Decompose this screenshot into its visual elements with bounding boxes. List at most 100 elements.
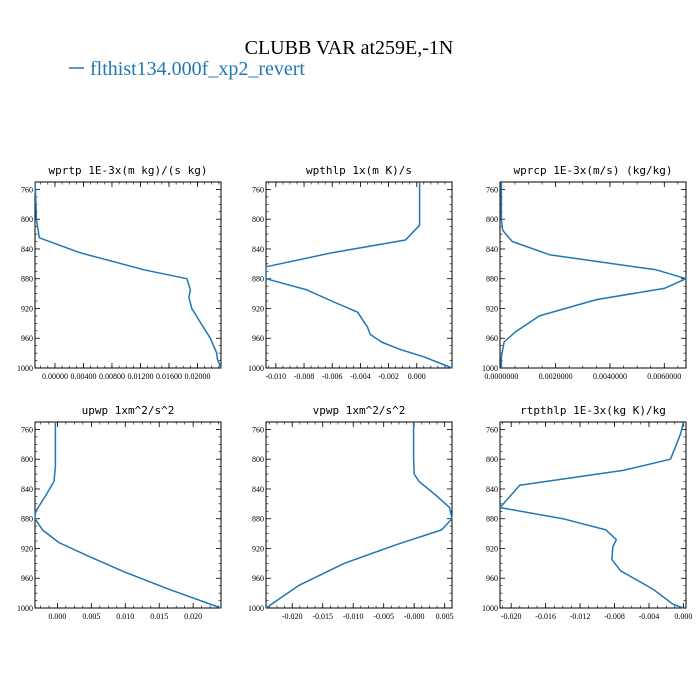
y-tick-label: 880: [21, 515, 33, 524]
series-line: [265, 422, 453, 609]
y-tick-label: 920: [21, 544, 33, 553]
y-tick-label: 960: [21, 574, 33, 583]
x-tick-label: 0.000: [48, 612, 66, 621]
x-tick-label: 0.00400: [70, 372, 96, 381]
series-line: [500, 182, 687, 368]
panel-grid: wprtp 1E-3x(m kg)/(s kg) 760 800 840 880 920 9…: [17, 164, 692, 621]
y-tick-label: 1000: [17, 364, 33, 373]
y-tick-label: 760: [486, 425, 498, 434]
y-tick-label: 920: [252, 304, 264, 313]
x-tick-label: -0.020: [501, 612, 522, 621]
x-tick-label: -0.000: [404, 612, 425, 621]
y-tick-label: 800: [252, 455, 264, 464]
x-tick-label: 0.0060000: [647, 372, 681, 381]
x-tick-label: -0.010: [343, 612, 364, 621]
plot-frame: [499, 421, 687, 609]
chart-panel: vpwp 1xm^2/s^2 760 800 840 880 920 960 1000 -0.0…: [248, 404, 454, 621]
x-tick-label: -0.012: [570, 612, 591, 621]
y-tick-label: 880: [252, 275, 264, 284]
x-tick-label: 0.005: [82, 612, 100, 621]
y-tick-label: 760: [252, 425, 264, 434]
plot-frame: [34, 421, 222, 609]
y-tick-label: 920: [21, 304, 33, 313]
y-tick-label: 800: [21, 455, 33, 464]
y-tick-label: 840: [486, 485, 498, 494]
chart-panel: rtpthlp 1E-3x(kg K)/kg 760 800 840 880 920 960…: [482, 404, 692, 621]
x-tick-label: -0.008: [604, 612, 625, 621]
x-tick-label: -0.002: [378, 372, 399, 381]
x-tick-label: -0.010: [266, 372, 287, 381]
y-tick-label: 960: [486, 574, 498, 583]
panel-title: wprcp 1E-3x(m/s) (kg/kg): [514, 164, 673, 177]
x-tick-label: 0.02000: [184, 372, 210, 381]
chart-panel: wprcp 1E-3x(m/s) (kg/kg) 760 800 840 880 920 9…: [482, 164, 687, 381]
y-tick-label: 760: [486, 185, 498, 194]
x-tick-label: 0.005: [436, 612, 454, 621]
x-tick-label: -0.006: [322, 372, 343, 381]
y-tick-label: 840: [252, 485, 264, 494]
y-tick-label: 840: [21, 485, 33, 494]
y-tick-label: 760: [21, 425, 33, 434]
y-tick-label: 920: [486, 304, 498, 313]
x-tick-label: 0.0020000: [539, 372, 573, 381]
panel-title: vpwp 1xm^2/s^2: [313, 404, 406, 417]
y-tick-label: 800: [486, 455, 498, 464]
x-tick-label: 0.000: [408, 372, 426, 381]
legend-label: flthist134.000f_xp2_revert: [90, 58, 305, 80]
y-tick-label: 800: [252, 215, 264, 224]
series-line: [499, 421, 685, 609]
y-tick-label: 1000: [482, 604, 498, 613]
panel-title: wprtp 1E-3x(m kg)/(s kg): [49, 164, 208, 177]
y-tick-label: 880: [486, 275, 498, 284]
y-tick-label: 960: [21, 334, 33, 343]
y-tick-label: 880: [486, 515, 498, 524]
y-tick-label: 960: [486, 334, 498, 343]
y-tick-label: 920: [486, 544, 498, 553]
x-tick-label: 0.00000: [42, 372, 68, 381]
x-tick-label: -0.005: [373, 612, 394, 621]
series-line: [34, 422, 222, 609]
y-tick-label: 1000: [17, 604, 33, 613]
figure-legend: flthist134.000f_xp2_revert: [69, 58, 305, 80]
x-tick-label: -0.020: [282, 612, 303, 621]
plot-frame: [265, 181, 453, 369]
y-tick-label: 1000: [482, 364, 498, 373]
x-tick-label: 0.01600: [156, 372, 182, 381]
y-tick-label: 760: [252, 185, 264, 194]
x-tick-label: 0.020: [184, 612, 202, 621]
panel-title: wpthlp 1x(m K)/s: [306, 164, 412, 177]
x-tick-label: -0.008: [294, 372, 315, 381]
x-tick-label: 0.010: [116, 612, 134, 621]
y-tick-label: 1000: [248, 604, 264, 613]
x-tick-label: 0.00800: [99, 372, 125, 381]
plot-frame: [34, 181, 222, 369]
y-tick-label: 800: [21, 215, 33, 224]
y-tick-label: 1000: [248, 364, 264, 373]
y-tick-label: 920: [252, 544, 264, 553]
y-tick-label: 960: [252, 574, 264, 583]
x-tick-label: -0.004: [639, 612, 660, 621]
x-tick-label: 0.000: [674, 612, 692, 621]
plot-frame: [499, 181, 687, 369]
figure-title: CLUBB VAR at259E,-1N: [245, 37, 454, 59]
x-tick-label: -0.004: [350, 372, 371, 381]
chart-panel: upwp 1xm^2/s^2 760 800 840 880 920 960 1000 0.00…: [17, 404, 222, 621]
y-tick-label: 840: [486, 245, 498, 254]
chart-panel: wpthlp 1x(m K)/s7608008408809209601000-0…: [248, 164, 453, 381]
series-line: [265, 182, 453, 369]
x-tick-label: 0.015: [150, 612, 168, 621]
x-tick-label: 0.0000000: [484, 372, 518, 381]
chart-panel: wprtp 1E-3x(m kg)/(s kg) 760 800 840 880 920 9…: [17, 164, 222, 381]
y-tick-label: 880: [252, 515, 264, 524]
y-tick-label: 760: [21, 185, 33, 194]
y-tick-label: 840: [21, 245, 33, 254]
x-tick-label: 0.0040000: [593, 372, 627, 381]
plot-frame: [265, 421, 453, 609]
x-tick-label: 0.01200: [127, 372, 153, 381]
series-line: [34, 181, 222, 369]
x-tick-label: -0.016: [535, 612, 556, 621]
x-tick-label: -0.015: [312, 612, 333, 621]
y-tick-label: 840: [252, 245, 264, 254]
y-tick-label: 800: [486, 215, 498, 224]
